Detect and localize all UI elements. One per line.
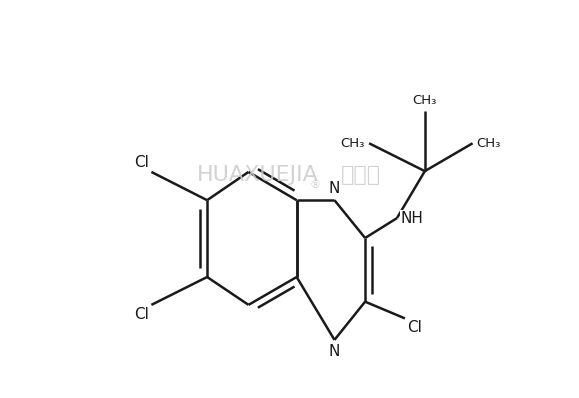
Text: 化学加: 化学加 — [341, 165, 381, 185]
Text: NH: NH — [401, 211, 424, 226]
Text: CH₃: CH₃ — [413, 94, 437, 107]
Text: HUAXUEJIA: HUAXUEJIA — [197, 165, 318, 185]
Text: Cl: Cl — [407, 320, 422, 336]
Text: Cl: Cl — [134, 307, 149, 322]
Text: CH₃: CH₃ — [477, 137, 501, 150]
Text: CH₃: CH₃ — [341, 137, 365, 150]
Text: N: N — [329, 344, 340, 359]
Text: N: N — [329, 181, 340, 196]
Text: ®: ® — [310, 180, 321, 190]
Text: Cl: Cl — [134, 155, 149, 170]
